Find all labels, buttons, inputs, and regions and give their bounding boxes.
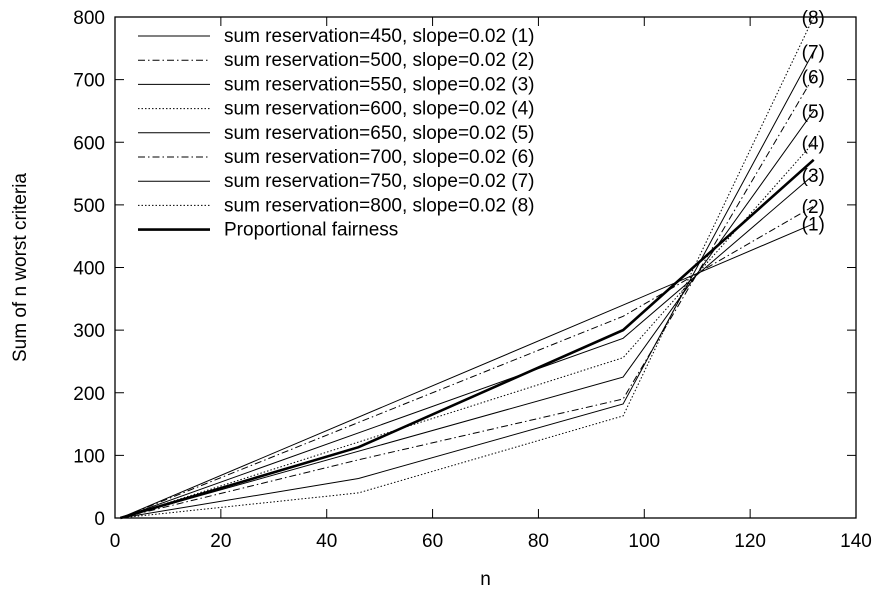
x-tick-label: 140 (840, 531, 872, 552)
series-line-7 (120, 51, 815, 519)
legend-label: sum reservation=600, slope=0.02 (4) (224, 99, 535, 120)
series-line-2 (120, 205, 814, 519)
series-line-5 (120, 110, 815, 519)
x-tick-label: 60 (422, 531, 443, 552)
series-end-label: (3) (802, 166, 825, 187)
legend-label: sum reservation=500, slope=0.02 (2) (224, 50, 535, 71)
y-tick-label: 100 (73, 446, 105, 467)
x-tick-label: 120 (734, 531, 766, 552)
legend: sum reservation=450, slope=0.02 (1) sum r… (138, 26, 535, 241)
series-end-label: (7) (802, 42, 825, 63)
y-axis-title: Sum of n worst criteria (10, 173, 31, 362)
y-tick-label: 300 (73, 321, 105, 342)
x-tick-label: 80 (528, 531, 549, 552)
series-lines (119, 16, 815, 520)
legend-label: Proportional fairness (224, 220, 398, 241)
legend-label: sum reservation=450, slope=0.02 (1) (224, 26, 535, 47)
legend-label: sum reservation=550, slope=0.02 (3) (224, 74, 535, 95)
series-end-label: (4) (802, 133, 825, 154)
x-tick-label: 20 (210, 531, 231, 552)
y-tick-label: 500 (73, 196, 105, 217)
series-line-3 (120, 174, 815, 519)
axis-ticks: 0 20 40 60 80 100 120 140 0 100 200 300 400 500 600 700… (73, 8, 872, 552)
series-line-1 (120, 223, 814, 519)
series-end-label: (8) (802, 8, 825, 29)
y-tick-label: 400 (73, 259, 105, 280)
y-tick-label: 700 (73, 71, 105, 92)
legend-label: sum reservation=750, slope=0.02 (7) (224, 171, 535, 192)
series-end-label: (1) (802, 215, 825, 236)
series-end-label: (5) (802, 102, 825, 123)
series-line-9 (119, 158, 815, 520)
y-tick-label: 600 (73, 133, 105, 154)
x-axis-title: n (480, 569, 491, 590)
series-line-8 (120, 16, 815, 519)
series-end-label: (2) (802, 197, 825, 218)
y-tick-label: 0 (94, 509, 105, 530)
y-tick-label: 800 (73, 8, 105, 29)
series-line-6 (120, 76, 815, 519)
series-line-4 (120, 141, 815, 519)
x-tick-label: 40 (316, 531, 337, 552)
y-tick-label: 200 (73, 384, 105, 405)
legend-label: sum reservation=800, slope=0.02 (8) (224, 195, 535, 216)
series-end-label: (6) (802, 67, 825, 88)
legend-label: sum reservation=700, slope=0.02 (6) (224, 147, 535, 168)
x-tick-label: 0 (110, 531, 121, 552)
legend-label: sum reservation=650, slope=0.02 (5) (224, 123, 535, 144)
x-tick-label: 100 (628, 531, 660, 552)
series-end-labels: (1)(2) (3) (4) (5) (6) (7) (8) (802, 8, 825, 236)
